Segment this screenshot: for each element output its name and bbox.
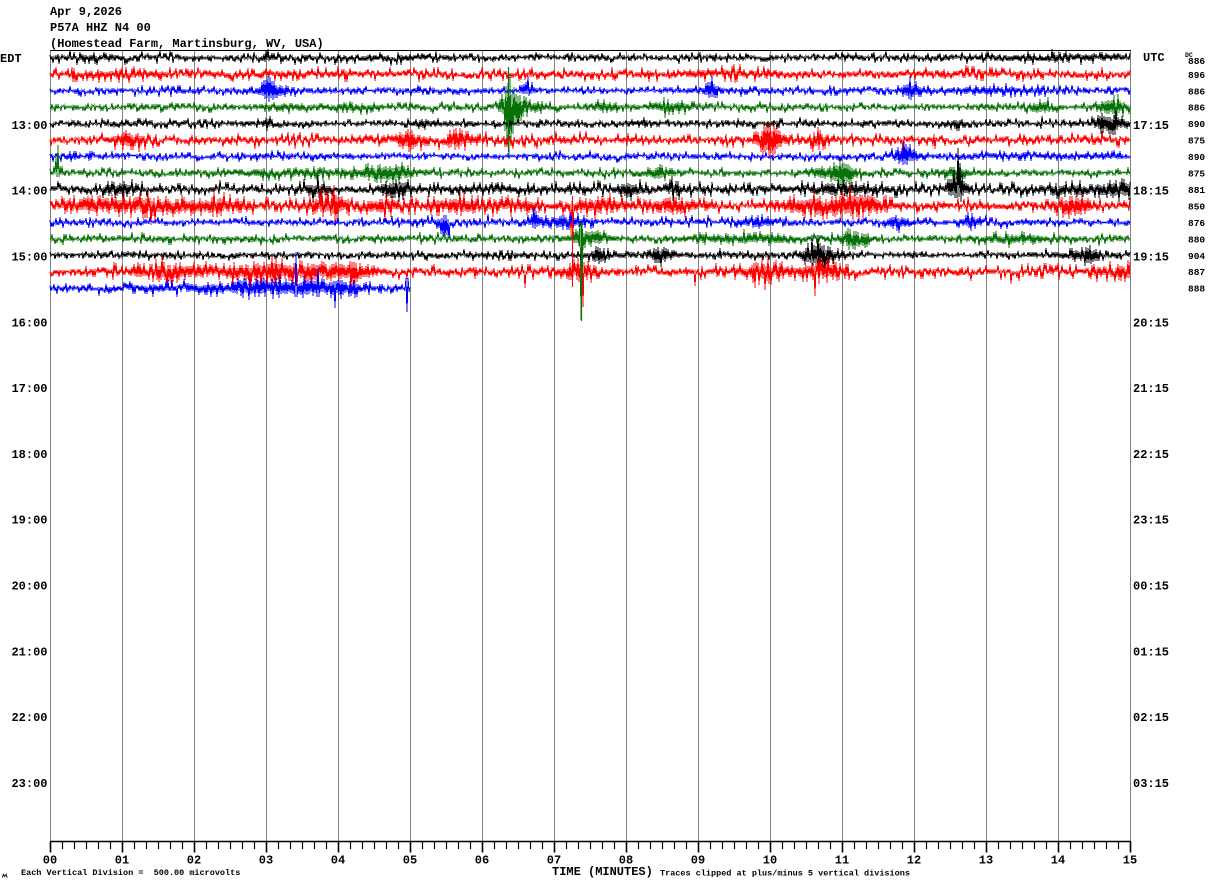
svg-text:13: 13 — [979, 854, 993, 868]
svg-text:01:15: 01:15 — [1133, 645, 1169, 659]
svg-text:21:15: 21:15 — [1133, 382, 1169, 396]
svg-text:10: 10 — [763, 854, 777, 868]
svg-text:17:00: 17:00 — [11, 382, 47, 396]
svg-text:23:00: 23:00 — [11, 777, 47, 791]
svg-text:18:15: 18:15 — [1133, 185, 1169, 199]
svg-text:02: 02 — [187, 854, 201, 868]
svg-text:Traces clipped at plus/minus 5: Traces clipped at plus/minus 5 vertical … — [660, 869, 910, 879]
svg-text:00: 00 — [43, 854, 57, 868]
svg-text:03: 03 — [259, 854, 273, 868]
svg-text:00:15: 00:15 — [1133, 580, 1169, 594]
svg-text:881: 881 — [1188, 185, 1205, 196]
svg-text:850: 850 — [1188, 201, 1205, 212]
svg-text:887: 887 — [1188, 267, 1205, 278]
svg-text:17:15: 17:15 — [1133, 119, 1169, 133]
svg-text:14:00: 14:00 — [11, 185, 47, 199]
svg-text:875: 875 — [1188, 169, 1205, 180]
svg-text:19:15: 19:15 — [1133, 251, 1169, 265]
svg-text:888: 888 — [1188, 284, 1205, 295]
svg-text:904: 904 — [1188, 251, 1205, 262]
svg-text:UTC: UTC — [1143, 51, 1165, 65]
svg-text:896: 896 — [1188, 70, 1205, 81]
svg-text:880: 880 — [1188, 234, 1205, 245]
svg-text:14: 14 — [1051, 854, 1065, 868]
svg-text:886: 886 — [1188, 103, 1205, 114]
svg-text:02:15: 02:15 — [1133, 711, 1169, 725]
svg-text:(Homestead Farm, Martinsburg,: (Homestead Farm, Martinsburg, WV, USA) — [50, 37, 324, 51]
svg-text:22:00: 22:00 — [11, 711, 47, 725]
svg-text:16:00: 16:00 — [11, 316, 47, 330]
svg-text:23:15: 23:15 — [1133, 514, 1169, 528]
svg-text:08: 08 — [619, 854, 633, 868]
svg-text:09: 09 — [691, 854, 705, 868]
svg-text:886: 886 — [1188, 56, 1205, 67]
svg-text:886: 886 — [1188, 86, 1205, 97]
svg-text:20:15: 20:15 — [1133, 316, 1169, 330]
svg-text:DC: DC — [1185, 52, 1193, 59]
svg-text:13:00: 13:00 — [11, 119, 47, 133]
svg-text:890: 890 — [1188, 152, 1205, 163]
svg-text:11: 11 — [835, 854, 849, 868]
svg-text:21:00: 21:00 — [11, 645, 47, 659]
svg-text:890: 890 — [1188, 119, 1205, 130]
svg-text:Apr 9,2026: Apr 9,2026 — [50, 5, 122, 19]
svg-text:05: 05 — [403, 854, 417, 868]
svg-text:12: 12 — [907, 854, 921, 868]
svg-text:22:15: 22:15 — [1133, 448, 1169, 462]
svg-text:03:15: 03:15 — [1133, 777, 1169, 791]
svg-text:15: 15 — [1123, 854, 1137, 868]
svg-text:P57A HHZ N4 00: P57A HHZ N4 00 — [50, 21, 151, 35]
svg-text:EDT: EDT — [0, 52, 22, 66]
svg-text:01: 01 — [115, 854, 129, 868]
svg-text:Each Vertical Division = 500.: Each Vertical Division = 500.00 microvol… — [21, 868, 240, 878]
svg-text:07: 07 — [547, 854, 561, 868]
svg-text:20:00: 20:00 — [11, 580, 47, 594]
svg-text:18:00: 18:00 — [11, 448, 47, 462]
svg-text:19:00: 19:00 — [11, 514, 47, 528]
svg-text:875: 875 — [1188, 136, 1205, 147]
svg-text:876: 876 — [1188, 218, 1205, 229]
svg-text:TIME (MINUTES): TIME (MINUTES) — [552, 865, 653, 879]
svg-text:04: 04 — [331, 854, 345, 868]
svg-text:15:00: 15:00 — [11, 251, 47, 265]
svg-text:06: 06 — [475, 854, 489, 868]
